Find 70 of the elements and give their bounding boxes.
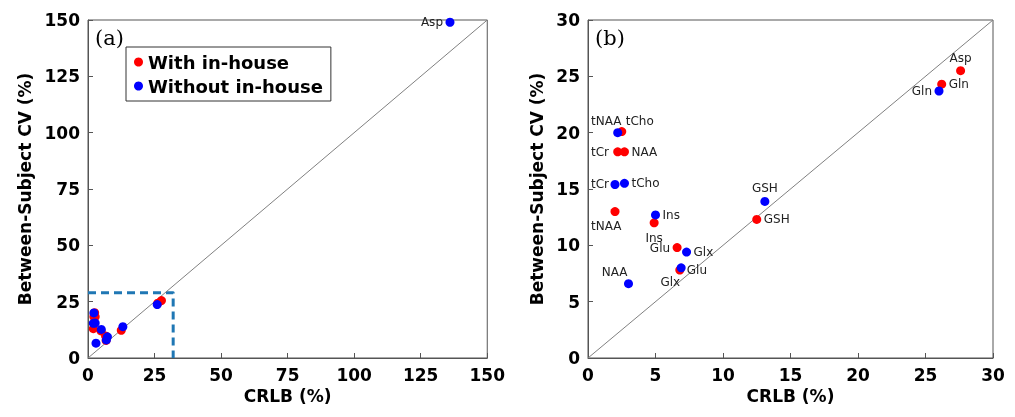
annotation: NAA (601, 264, 629, 279)
y-tick-label: 20 (556, 122, 581, 143)
x-tick-label: 75 (275, 364, 300, 385)
x-tick-label: 125 (402, 364, 439, 385)
y-tick-label: 10 (556, 235, 581, 256)
x-tick-label: 50 (209, 364, 234, 385)
y-tick-label: 0 (68, 348, 81, 368)
annotation: GSH (763, 212, 790, 227)
annotation: Gln (911, 83, 932, 98)
chart-title: (a) (95, 25, 124, 50)
x-tick-label: 20 (846, 364, 870, 385)
x-tick-label: 30 (981, 364, 1005, 385)
legend-label: Without in-house (148, 75, 323, 97)
point (610, 180, 620, 189)
y-tick-label: 15 (556, 179, 580, 199)
point (651, 210, 660, 220)
y-tick-label: 25 (56, 291, 80, 312)
annotation: tCho (631, 176, 660, 191)
annotation: Glx (693, 245, 714, 260)
x-tick-label: 10 (711, 364, 735, 385)
legend-label: With in-house (148, 51, 290, 73)
y-tick-label: 50 (56, 235, 81, 256)
x-tick-label: 15 (778, 364, 803, 385)
annotation: Glu (686, 263, 708, 278)
annotation: NAA (631, 144, 658, 159)
point (672, 243, 682, 253)
y-tick-label: 150 (44, 10, 81, 30)
point (613, 128, 623, 138)
point (649, 218, 659, 228)
point (752, 214, 762, 224)
y-tick-label: 100 (44, 122, 81, 143)
y-tick-label: 0 (568, 348, 581, 368)
point (610, 207, 620, 217)
annotation: Asp (949, 50, 972, 65)
y-tick-label: 125 (44, 66, 80, 87)
y-axis-title: Between-Subject CV (%) (526, 72, 547, 306)
point (619, 178, 629, 188)
chart-title: (b) (595, 25, 625, 50)
y-tick-label: 75 (56, 179, 80, 199)
point (445, 17, 455, 27)
point (956, 66, 966, 76)
annotation: tNAA (591, 113, 623, 128)
annotation: Gln (948, 77, 969, 92)
point (624, 279, 633, 289)
point (934, 86, 944, 96)
x-axis-title: CRLB (%) (243, 386, 332, 407)
y-tick-label: 25 (556, 66, 580, 87)
annotation: GSH (751, 181, 778, 196)
point (91, 338, 101, 348)
x-tick-label: 5 (649, 364, 662, 385)
point (682, 247, 692, 257)
annotation: Glu (649, 240, 671, 255)
y-tick-label: 30 (556, 10, 581, 30)
x-tick-label: 25 (142, 364, 167, 385)
annotation: Ins (662, 207, 680, 222)
x-tick-label: 150 (469, 364, 506, 385)
x-tick-label: 25 (913, 364, 938, 385)
y-tick-label: 5 (568, 291, 580, 312)
annotation: tCho (625, 113, 654, 128)
annotation: tCr (591, 144, 610, 159)
annotation: Glx (660, 274, 681, 289)
y-axis-title: Between-Subject CV (%) (15, 72, 36, 306)
point (760, 196, 770, 206)
annotation: Asp (420, 15, 443, 30)
annotation: tCr (591, 177, 610, 192)
annotation: tNAA (591, 218, 623, 233)
x-tick-label: 0 (82, 364, 95, 385)
x-axis-title: CRLB (%) (746, 386, 835, 407)
x-tick-label: 0 (582, 364, 595, 385)
x-tick-label: 100 (336, 364, 373, 385)
